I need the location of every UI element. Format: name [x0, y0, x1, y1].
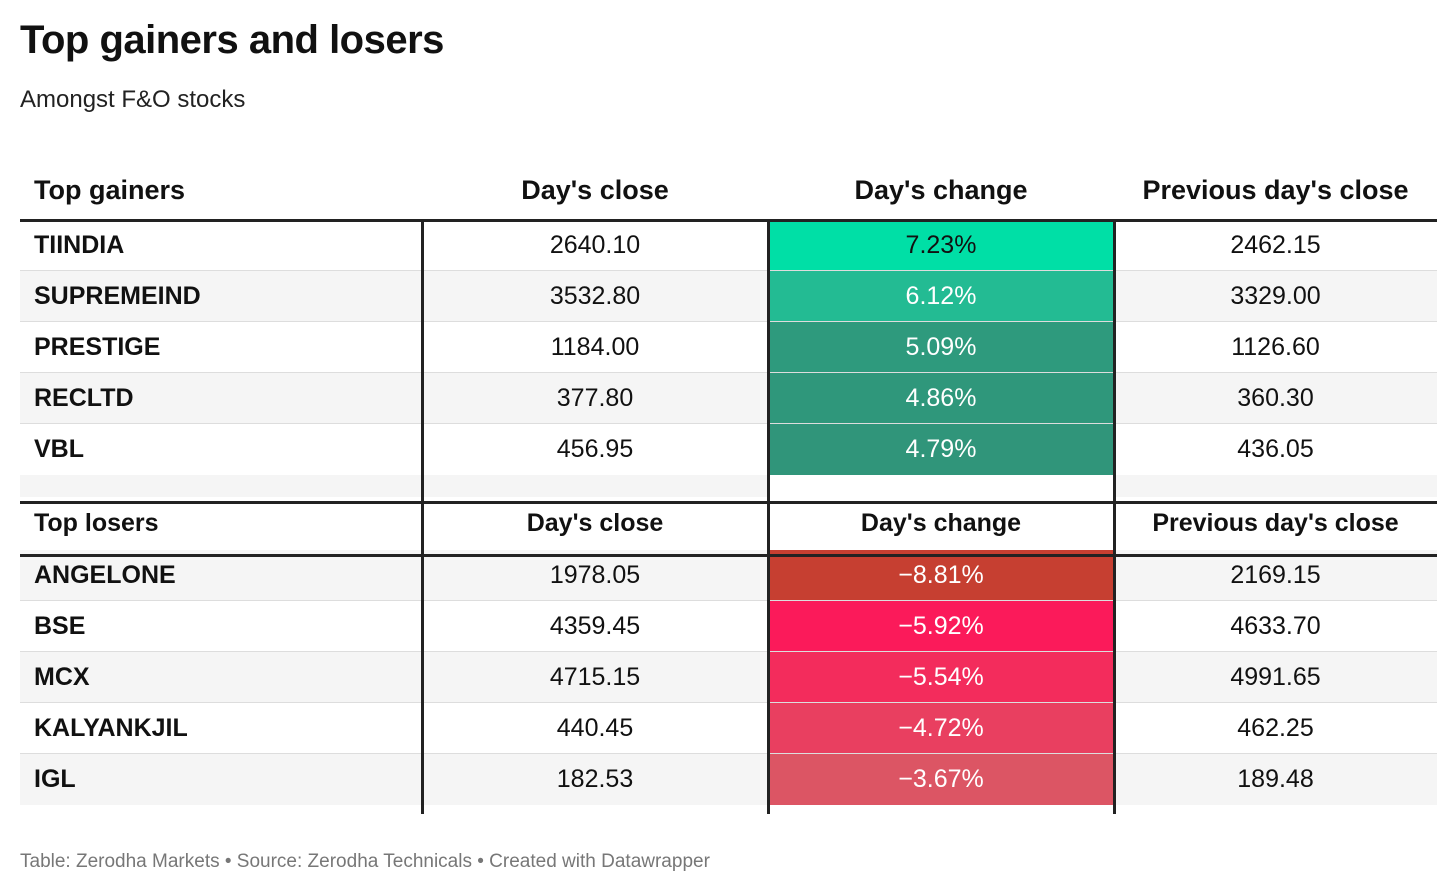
days-close-value: 1978.05 [549, 560, 641, 589]
days-close-value: 1184.00 [550, 332, 640, 361]
days-change-cell: −3.67% [768, 754, 1114, 805]
stock-name: MCX [34, 662, 90, 691]
gainers-header-row: Top gainers Day's close Day's change Pre… [20, 160, 1437, 220]
days-close-value: 4359.45 [549, 611, 641, 640]
previous-days-close-value: 3329.00 [1230, 281, 1321, 310]
days-close-value: 377.80 [556, 383, 634, 412]
days-change-cell: 4.79% [768, 424, 1114, 475]
stock-name: BSE [34, 611, 86, 640]
gainer-row: PRESTIGE 1184.00 5.09% 1126.60 [20, 322, 1437, 373]
chart-footer: Table: Zerodha Markets • Source: Zerodha… [20, 851, 710, 872]
days-change-value: 4.86% [768, 373, 1114, 423]
header-previous-days-close: Previous day's close [1142, 174, 1409, 205]
days-change-value: 4.79% [768, 424, 1114, 475]
days-close-value: 182.53 [556, 765, 634, 793]
days-close-value: 440.45 [556, 713, 634, 742]
days-change-value: −5.54% [768, 652, 1114, 702]
header-days-close: Day's close [521, 174, 669, 205]
previous-days-close-value: 189.48 [1237, 765, 1314, 793]
days-change-cell: −8.81% [768, 550, 1114, 600]
days-close-value: 3532.80 [549, 281, 641, 310]
loser-row: ANGELONE 1978.05 −8.81% 2169.15 [20, 550, 1437, 601]
loser-row: KALYANKJIL 440.45 −4.72% 462.25 [20, 703, 1437, 754]
days-change-value: 7.23% [768, 220, 1114, 270]
spacer-change-cell [768, 475, 1114, 497]
header-top-gainers: Top gainers [34, 174, 186, 205]
gainers-header-rule [20, 219, 1437, 222]
stock-name: PRESTIGE [34, 332, 161, 361]
stock-name: VBL [34, 435, 84, 463]
gainer-row: VBL 456.95 4.79% 436.05 [20, 424, 1437, 475]
column-divider-1 [421, 220, 424, 814]
column-divider-2 [767, 220, 770, 814]
days-change-cell: 5.09% [768, 322, 1114, 372]
stock-name: TIINDIA [34, 230, 125, 259]
previous-days-close-value: 2169.15 [1230, 560, 1321, 589]
header-previous-days-close: Previous day's close [1152, 509, 1399, 537]
days-change-cell: −5.54% [768, 652, 1114, 702]
loser-row: IGL 182.53 −3.67% 189.48 [20, 754, 1437, 805]
days-change-value: −4.72% [768, 703, 1114, 753]
gainers-losers-table: Top gainers Day's close Day's change Pre… [20, 160, 1437, 814]
days-change-cell: −5.92% [768, 601, 1114, 651]
header-days-close: Day's close [526, 509, 664, 537]
column-divider-3 [1113, 220, 1116, 814]
header-days-change: Day's change [860, 509, 1022, 537]
stock-name: KALYANKJIL [34, 713, 188, 742]
loser-row: MCX 4715.15 −5.54% 4991.65 [20, 652, 1437, 703]
stock-name: RECLTD [34, 383, 134, 412]
days-change-cell: 4.86% [768, 373, 1114, 423]
gainer-row: SUPREMEIND 3532.80 6.12% 3329.00 [20, 271, 1437, 322]
days-change-cell: 7.23% [768, 220, 1114, 270]
previous-days-close-value: 360.30 [1237, 383, 1314, 412]
previous-days-close-value: 436.05 [1237, 435, 1314, 463]
days-change-cell: −4.72% [768, 703, 1114, 753]
previous-days-close-value: 2462.15 [1230, 230, 1321, 259]
previous-days-close-value: 4633.70 [1230, 611, 1321, 640]
losers-header-rule [20, 554, 1437, 557]
days-change-value: −5.92% [768, 601, 1114, 651]
days-close-value: 4715.15 [549, 662, 641, 691]
chart-subtitle: Amongst F&O stocks [20, 86, 246, 113]
days-change-value: −3.67% [768, 754, 1114, 805]
previous-days-close-value: 4991.65 [1230, 662, 1321, 691]
section-divider-rule [20, 501, 1437, 504]
stock-name: SUPREMEIND [34, 281, 201, 310]
gainer-row: TIINDIA 2640.10 7.23% 2462.15 [20, 220, 1437, 271]
chart-title: Top gainers and losers [20, 18, 444, 62]
table-spacer-row [20, 475, 1437, 497]
previous-days-close-value: 1126.60 [1231, 332, 1320, 361]
days-change-cell: 6.12% [768, 271, 1114, 321]
previous-days-close-value: 462.25 [1237, 713, 1314, 742]
days-close-value: 456.95 [556, 435, 634, 463]
header-days-change: Day's change [854, 174, 1028, 205]
stock-name: ANGELONE [34, 560, 176, 589]
header-top-losers: Top losers [34, 509, 159, 537]
losers-header-row: Top losers Day's close Day's change Prev… [20, 497, 1437, 550]
days-change-value: 5.09% [768, 322, 1114, 372]
loser-row: BSE 4359.45 −5.92% 4633.70 [20, 601, 1437, 652]
gainer-row: RECLTD 377.80 4.86% 360.30 [20, 373, 1437, 424]
days-change-value: 6.12% [768, 271, 1114, 321]
days-close-value: 2640.10 [549, 230, 641, 259]
stock-name: IGL [34, 765, 76, 793]
days-change-value: −8.81% [768, 550, 1114, 600]
